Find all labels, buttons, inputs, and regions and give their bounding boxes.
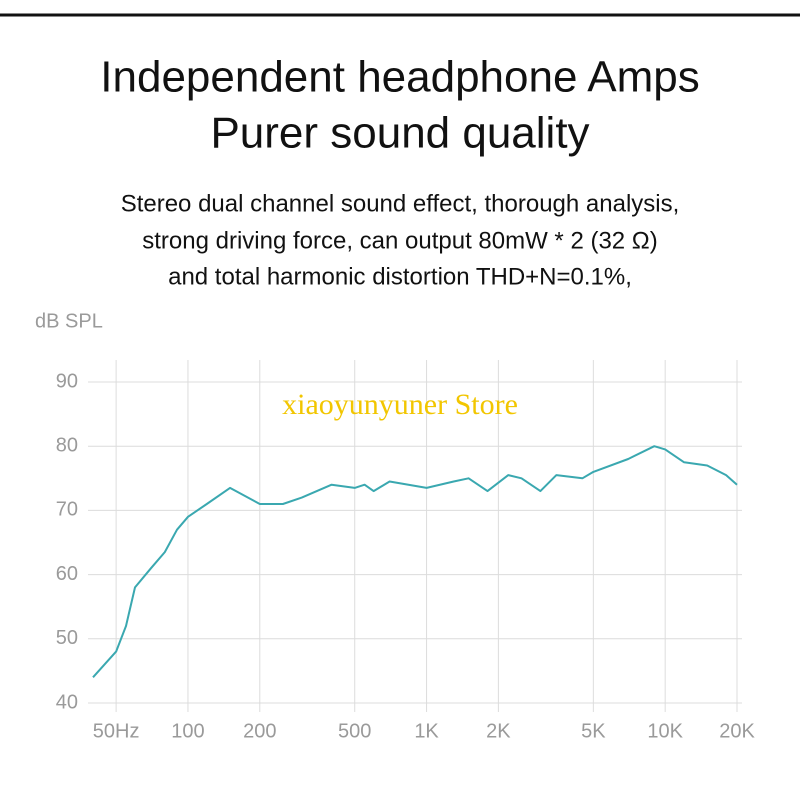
- x-tick-label: 200: [243, 720, 276, 742]
- plot: [92, 445, 738, 678]
- subtitle-line: and total harmonic distortion THD+N=0.1%…: [168, 263, 632, 290]
- x-tick-label: 2K: [486, 720, 511, 742]
- y-tick-label: 90: [56, 370, 78, 392]
- title-line: Independent headphone Amps: [100, 53, 699, 102]
- x-tick-label: 500: [338, 720, 371, 742]
- x-tick-label: 50Hz: [93, 720, 140, 742]
- title-line: Purer sound quality: [210, 109, 589, 158]
- y-tick-label: 50: [56, 627, 78, 649]
- grid: 40 50 60 70 80 90 50Hz 100 200 500 1K 2K 5K 10K 20K: [56, 360, 755, 742]
- x-tick-label: 5K: [581, 720, 606, 742]
- response-curve: [92, 445, 738, 678]
- y-tick-label: 70: [56, 499, 78, 521]
- y-axis-label: dB SPL: [35, 310, 103, 332]
- y-tick-label: 60: [56, 563, 78, 585]
- y-tick-label: 40: [56, 691, 78, 713]
- x-tick-label: 100: [171, 720, 204, 742]
- subtitle-line: strong driving force, can output 80mW * …: [142, 227, 658, 254]
- watermark: xiaoyunyuner Store: [282, 388, 518, 421]
- x-tick-label: 20K: [719, 720, 755, 742]
- x-tick-label: 10K: [647, 720, 683, 742]
- subtitle-line: Stereo dual channel sound effect, thorou…: [121, 190, 680, 217]
- x-tick-label: 1K: [414, 720, 439, 742]
- y-tick-label: 80: [56, 434, 78, 456]
